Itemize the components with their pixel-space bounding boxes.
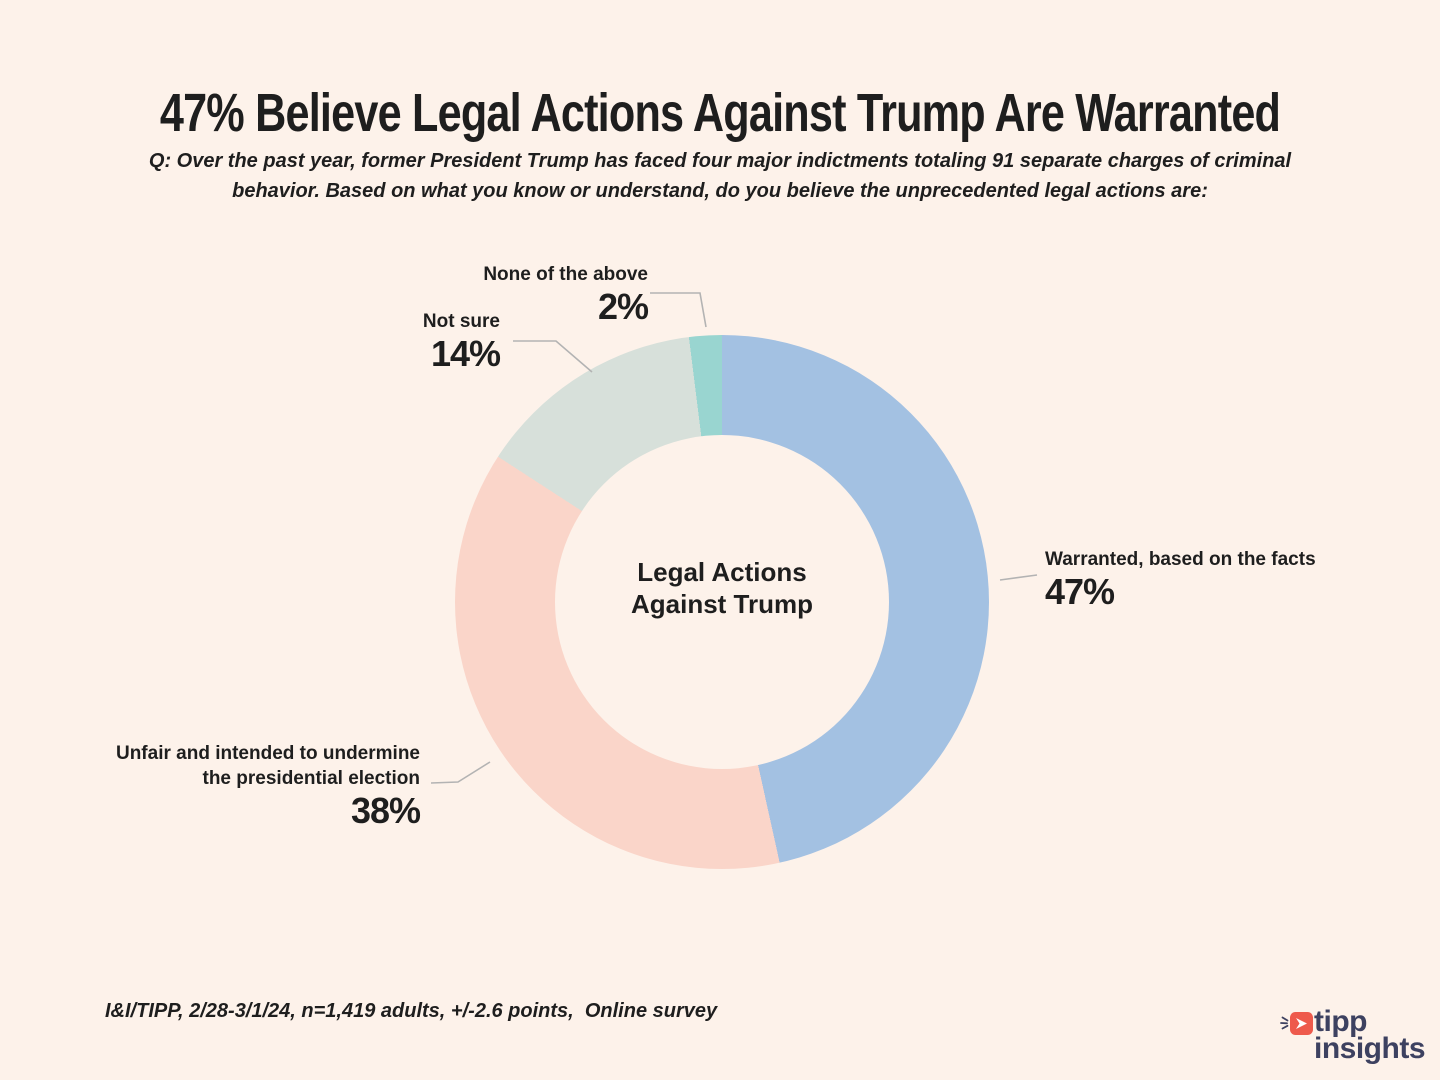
callout-percent: 47% [1045, 571, 1115, 612]
tipp-insights-logo-icon [1280, 1012, 1313, 1035]
callout-percent: 38% [350, 790, 421, 831]
callout-not-sure: Not sure 14% [422, 309, 501, 374]
callout-none-of-the-above: None of the above 2% [483, 262, 649, 327]
page-title: 47% Believe Legal Actions Against Trump … [159, 83, 1281, 143]
callout-warranted: Warranted, based on the facts 47% [1045, 547, 1316, 611]
callout-percent: 14% [430, 333, 501, 374]
callout-unfair: Unfair and intended to undermine the pre… [115, 741, 421, 831]
logo-word-insights: insights [1314, 1032, 1426, 1065]
survey-question-subtitle: Q: Over the past year, former President … [148, 150, 1292, 202]
leader-warranted [999, 574, 1038, 581]
leader-not-sure [513, 340, 593, 373]
callout-label: None of the above [483, 264, 648, 285]
callout-label: Not sure [422, 311, 500, 332]
callout-label: Warranted, based on the facts [1045, 549, 1316, 570]
source-note: I&I/TIPP, 2/28-3/1/24, n=1,419 adults, +… [105, 1000, 718, 1022]
tipp-insights-logo: tipp insights [1280, 1005, 1426, 1065]
callout-label: Unfair and intended to undermine the pre… [115, 743, 420, 789]
leader-unfair [430, 761, 491, 784]
leader-none-of-the-above [650, 292, 707, 328]
chart-center-label: Legal Actions Against Trump [630, 557, 813, 619]
logo-word-tipp: tipp [1314, 1005, 1367, 1038]
donut-hole: Legal Actions Against Trump [555, 435, 889, 769]
callout-percent: 2% [597, 286, 649, 327]
donut-chart: Legal Actions Against Trump [455, 335, 989, 869]
